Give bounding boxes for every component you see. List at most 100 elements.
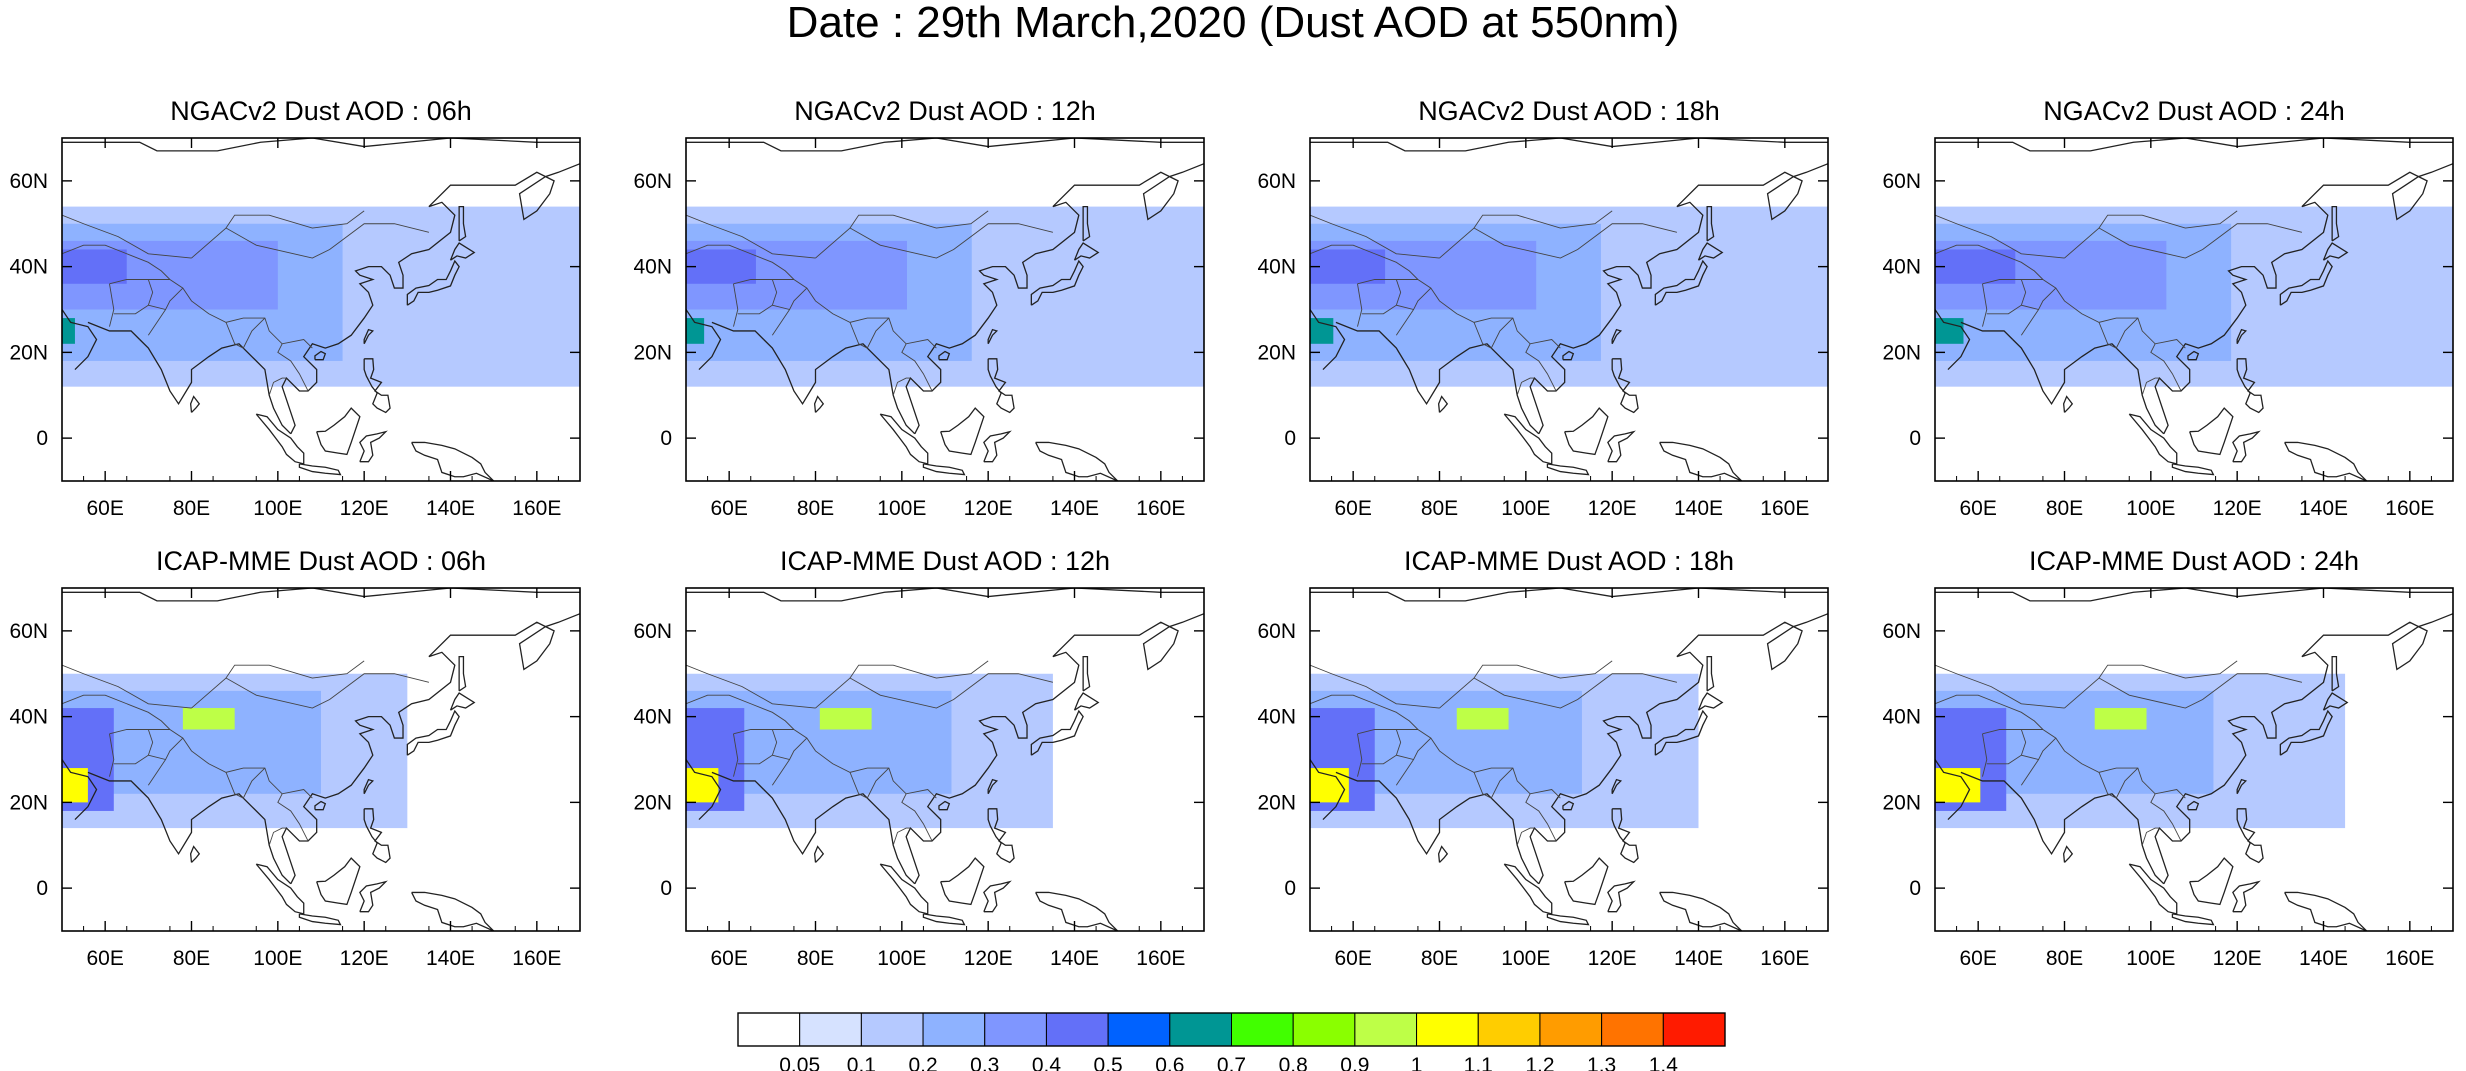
lat-tick-label: 40N (633, 706, 672, 729)
lat-tick-label: 0 (36, 877, 48, 900)
lon-tick-label: 160E (1760, 947, 1809, 970)
lon-tick-label: 140E (426, 497, 475, 520)
lon-tick-label: 160E (1136, 497, 1185, 520)
colorbar-swatch (1292, 1012, 1356, 1047)
lon-tick-label: 120E (1588, 497, 1637, 520)
lon-tick-label: 100E (877, 497, 926, 520)
borders (1935, 660, 2303, 846)
lon-tick-label: 120E (1588, 947, 1637, 970)
lon-tick-label: 60E (86, 947, 123, 970)
borders (1310, 660, 1678, 846)
lat-tick-label: 40N (9, 256, 48, 279)
lon-tick-label: 120E (340, 497, 389, 520)
lat-tick-label: 0 (660, 427, 672, 450)
lat-tick-label: 0 (660, 877, 672, 900)
colorbar-label: 0.2 (908, 1054, 937, 1071)
lon-tick-label: 60E (710, 497, 747, 520)
lon-tick-label: 140E (1674, 497, 1723, 520)
map-frame (1934, 587, 2454, 932)
lat-tick-label: 20N (9, 791, 48, 814)
lon-tick-label: 160E (1760, 497, 1809, 520)
aod-region (182, 708, 235, 730)
lat-tick-label: 20N (1882, 791, 1921, 814)
aod-field (62, 588, 580, 931)
aod-region (819, 708, 872, 730)
map-panel-ngac-12: NGACv2 Dust AOD : 12h 60E 80E 100E 120E 140E 1… (633, 96, 1205, 520)
map-panel-ngac-06: NGACv2 Dust AOD : 06h 60E 80E 100E 120E 140E 1… (9, 96, 581, 520)
colorbar-label: 0.9 (1340, 1054, 1369, 1071)
lon-tick-label: 80E (797, 947, 834, 970)
lon-tick-label: 60E (1334, 497, 1371, 520)
lat-tick-label: 0 (1284, 877, 1296, 900)
colorbar-swatch (1539, 1012, 1603, 1047)
lat-tick-label: 40N (1882, 256, 1921, 279)
colorbar-label: 0.7 (1217, 1054, 1246, 1071)
borders (62, 210, 430, 396)
lon-tick-label: 120E (2213, 947, 2262, 970)
coastlines (1310, 138, 1828, 481)
aod-region (1310, 768, 1349, 803)
borders (686, 660, 1054, 846)
lon-tick-label: 100E (2126, 947, 2175, 970)
lat-tick-label: 0 (1909, 427, 1921, 450)
lon-tick-label: 140E (2299, 947, 2348, 970)
aod-region (1310, 318, 1334, 344)
colorbar-label: 1 (1411, 1054, 1423, 1071)
lon-tick-label: 100E (253, 497, 302, 520)
map-frame (61, 137, 581, 482)
lat-tick-label: 40N (1882, 706, 1921, 729)
lon-tick-label: 140E (1050, 497, 1099, 520)
lat-tick-label: 20N (633, 341, 672, 364)
aod-region (1310, 249, 1386, 284)
page-title: Date : 29th March,2020 (Dust AOD at 550n… (786, 0, 1680, 47)
colorbar-label: 0.5 (1094, 1054, 1123, 1071)
lon-tick-label: 100E (253, 947, 302, 970)
panel-title: ICAP-MME Dust AOD : 18h (1404, 546, 1734, 576)
aod-field (1935, 138, 2453, 481)
colorbar-swatch (1477, 1012, 1541, 1047)
lon-tick-label: 140E (1050, 947, 1099, 970)
aod-field (1935, 588, 2453, 931)
lat-tick-label: 0 (1909, 877, 1921, 900)
lat-tick-label: 20N (1257, 791, 1296, 814)
lon-tick-label: 140E (1674, 947, 1723, 970)
lon-tick-label: 60E (1959, 947, 1996, 970)
lon-tick-label: 120E (964, 497, 1013, 520)
lat-tick-label: 60N (1257, 170, 1296, 193)
lat-tick-label: 60N (1882, 620, 1921, 643)
lon-tick-label: 60E (1334, 947, 1371, 970)
lon-tick-label: 140E (426, 947, 475, 970)
lon-tick-label: 120E (340, 947, 389, 970)
colorbar-label: 1.1 (1464, 1054, 1493, 1071)
aod-region (2094, 708, 2147, 730)
colorbar-swatch (1354, 1012, 1418, 1047)
panel-title: ICAP-MME Dust AOD : 24h (2029, 546, 2359, 576)
colorbar-label: 1.2 (1525, 1054, 1554, 1071)
aod-region (1935, 318, 1964, 344)
lon-tick-label: 60E (86, 497, 123, 520)
panel-title: ICAP-MME Dust AOD : 06h (156, 546, 486, 576)
colorbar-swatch (1045, 1012, 1109, 1047)
map-panel-icap-18: ICAP-MME Dust AOD : 18h 60E 80E 100E 120E 140… (1257, 546, 1829, 970)
lat-tick-label: 60N (1257, 620, 1296, 643)
colorbar-swatch (984, 1012, 1047, 1047)
colorbar: 0.05 0.1 0.2 0.3 0.4 0.5 0.6 0.7 0.8 0.9 1 1.1 1.2 1.… (737, 1012, 1726, 1071)
panel-title: NGACv2 Dust AOD : 18h (1418, 96, 1720, 126)
aod-field (62, 138, 580, 481)
map-panel-icap-06: ICAP-MME Dust AOD : 06h 60E 80E 100E 120E 140… (9, 546, 581, 970)
lon-tick-label: 80E (173, 947, 210, 970)
colorbar-label: 0.05 (779, 1054, 820, 1071)
lon-tick-label: 60E (1959, 497, 1996, 520)
lon-tick-label: 100E (1501, 947, 1550, 970)
lon-tick-label: 120E (964, 947, 1013, 970)
aod-field (1310, 138, 1828, 481)
lon-tick-label: 100E (1501, 497, 1550, 520)
colorbar-swatch (1662, 1012, 1726, 1047)
lon-tick-label: 80E (1421, 497, 1458, 520)
panel-title: NGACv2 Dust AOD : 24h (2043, 96, 2345, 126)
coastlines (62, 588, 580, 931)
colorbar-swatch (1107, 1012, 1171, 1047)
lon-tick-label: 100E (2126, 497, 2175, 520)
lat-tick-label: 0 (1284, 427, 1296, 450)
